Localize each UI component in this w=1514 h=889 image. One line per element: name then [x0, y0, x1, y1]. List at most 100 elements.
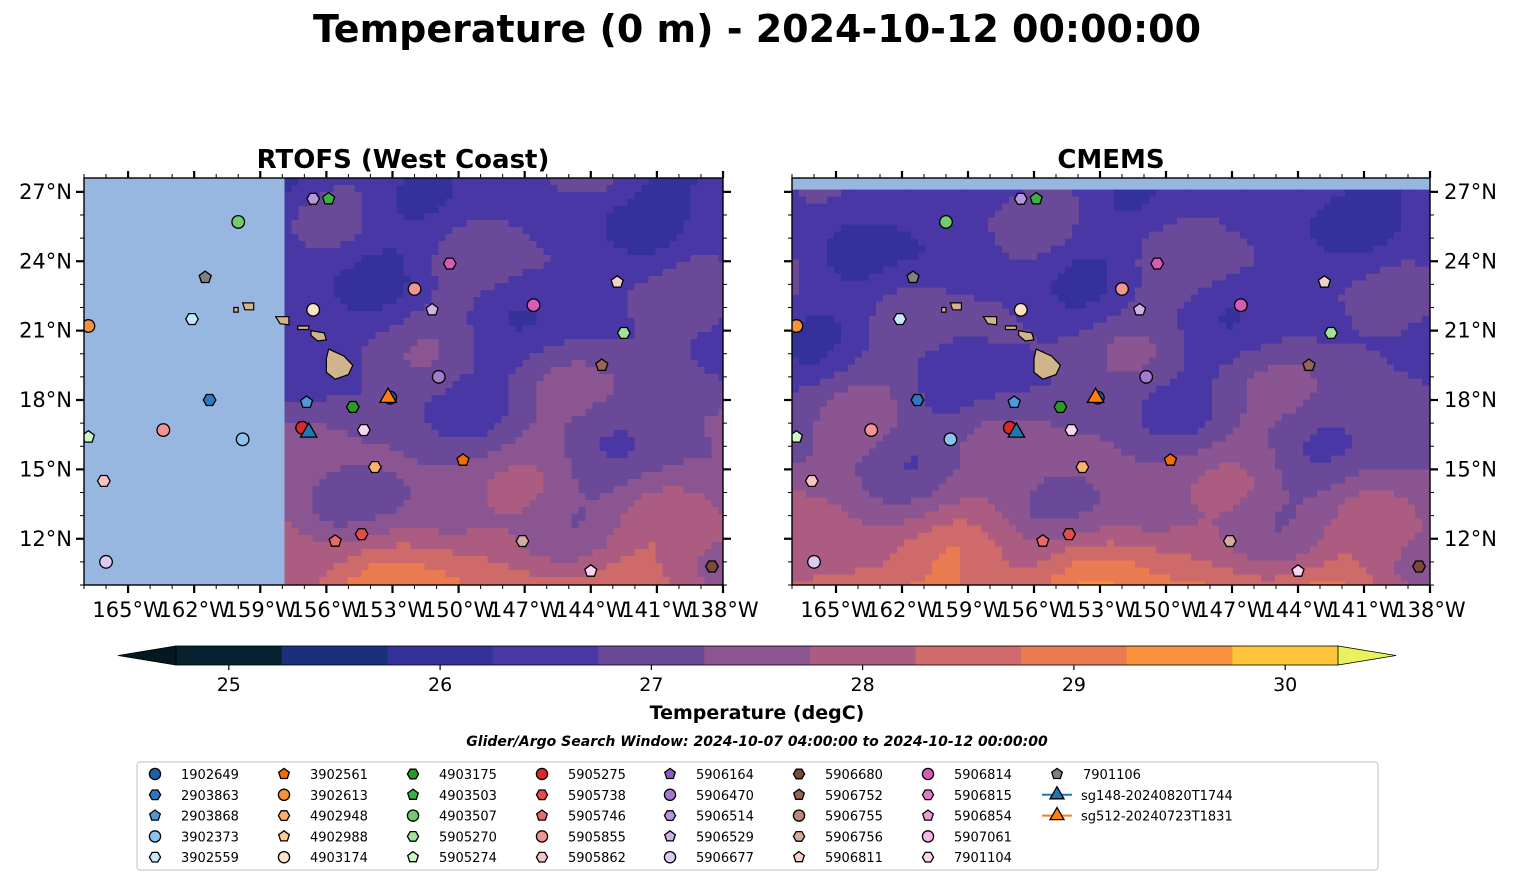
- legend-label: 2903863: [181, 789, 239, 804]
- float-marker: [354, 528, 369, 541]
- legend-label: 5906756: [825, 830, 883, 845]
- legend-marker: [277, 850, 291, 864]
- float-marker: [1317, 275, 1332, 288]
- float-marker: [1163, 452, 1178, 466]
- float-marker: [198, 270, 212, 284]
- legend-marker: [148, 830, 162, 843]
- legend-marker: [663, 788, 677, 802]
- legend-label: 7901104: [954, 851, 1012, 866]
- legend-label: 5906680: [825, 768, 883, 783]
- x-tick-label: 144°W: [1262, 598, 1334, 622]
- legend-marker: [792, 768, 806, 780]
- legend-label: 5905855: [568, 830, 626, 845]
- float-marker: [1139, 369, 1154, 384]
- legend-label: 4903507: [439, 810, 497, 825]
- x-tick-label: 138°W: [1394, 598, 1466, 622]
- legend-label: 5906815: [954, 789, 1012, 804]
- rtofs-temperature-field: [284, 178, 723, 585]
- x-tick-label: 156°W: [998, 598, 1070, 622]
- legend-marker: [535, 767, 549, 781]
- colorbar-segment: [1126, 646, 1233, 665]
- y-tick-label: 27°N: [1444, 180, 1497, 204]
- float-marker: [431, 369, 446, 384]
- legend-marker: [921, 767, 935, 781]
- x-tick-label: 144°W: [555, 598, 627, 622]
- legend-marker: [535, 851, 549, 863]
- float-marker: [442, 257, 457, 270]
- float-marker: [202, 393, 217, 407]
- island-shape: [949, 302, 963, 311]
- legend-marker: [792, 788, 806, 800]
- legend-marker: [148, 809, 162, 821]
- legend-label: 4903503: [439, 789, 497, 804]
- x-tick-label: 156°W: [291, 598, 363, 622]
- legend-marker: [406, 809, 420, 822]
- legend-label: 5906752: [825, 789, 883, 804]
- colorbar-segment: [492, 646, 600, 665]
- legend-label: 3902559: [181, 851, 239, 866]
- legend-marker: [406, 850, 420, 863]
- float-marker: [1132, 302, 1147, 316]
- cmems-temperature-field: [792, 189, 1430, 585]
- legend-marker: [663, 767, 677, 780]
- float-marker: [864, 423, 879, 438]
- legend-marker: [1048, 785, 1066, 800]
- float-marker: [84, 429, 96, 443]
- float-marker: [584, 563, 598, 577]
- legend-label: 5906811: [825, 851, 883, 866]
- float-marker: [156, 423, 171, 438]
- legend-label: 5905746: [568, 810, 626, 825]
- legend-label: 5905738: [568, 789, 626, 804]
- y-tick-label: 27°N: [19, 180, 72, 204]
- float-marker: [943, 432, 958, 447]
- legend-label: 5906470: [696, 789, 754, 804]
- glider-marker: [378, 386, 398, 404]
- legend-marker: [148, 851, 162, 863]
- float-marker: [792, 429, 804, 443]
- float-marker: [356, 423, 371, 437]
- island-shape: [1004, 325, 1018, 331]
- legend-label: 4903175: [439, 768, 497, 783]
- float-marker: [1411, 560, 1427, 573]
- island-shape: [310, 329, 328, 342]
- float-marker: [526, 298, 541, 313]
- island-shape: [1033, 348, 1062, 380]
- legend-marker: [1048, 806, 1066, 821]
- x-tick-label: 162°W: [866, 598, 938, 622]
- float-marker: [792, 319, 804, 333]
- float-marker: [1062, 528, 1077, 541]
- cmems-axes: 165°W162°W159°W156°W153°W150°W147°W144°W…: [784, 171, 1497, 622]
- y-tick-label: 21°N: [19, 319, 72, 343]
- float-marker: [892, 312, 907, 326]
- legend-label: 5905862: [568, 851, 626, 866]
- float-marker: [804, 474, 819, 488]
- colorbar-segment: [704, 646, 811, 665]
- float-marker: [99, 554, 113, 569]
- legend-marker: [792, 850, 806, 863]
- legend-marker: [1050, 767, 1064, 780]
- glider-marker: [1086, 386, 1105, 404]
- legend: 1902649 2903863 2903868 3902373 3902559 39025…: [136, 761, 1379, 871]
- x-tick-label: 165°W: [800, 598, 872, 622]
- float-marker: [328, 534, 342, 547]
- float-marker: [235, 432, 250, 447]
- legend-label: 2903868: [181, 810, 239, 825]
- y-tick-label: 24°N: [1444, 249, 1497, 273]
- colorbar-segment: [281, 646, 388, 665]
- search-window-caption: Glider/Argo Search Window: 2024-10-07 04…: [466, 734, 1048, 750]
- legend-label: 5906164: [696, 768, 754, 783]
- x-tick-label: 147°W: [1196, 598, 1268, 622]
- colorbar-segment: [176, 646, 283, 665]
- island-shape: [241, 302, 255, 311]
- float-marker: [299, 395, 314, 409]
- float-marker: [306, 302, 321, 317]
- legend-marker: [148, 767, 162, 781]
- colorbar-extend-high: [1337, 645, 1397, 666]
- x-tick-label: 159°W: [932, 598, 1004, 622]
- float-marker: [610, 275, 624, 288]
- float-marker: [1075, 460, 1090, 474]
- float-marker: [1150, 257, 1165, 270]
- island-shape: [274, 316, 290, 326]
- island-shape: [233, 306, 239, 313]
